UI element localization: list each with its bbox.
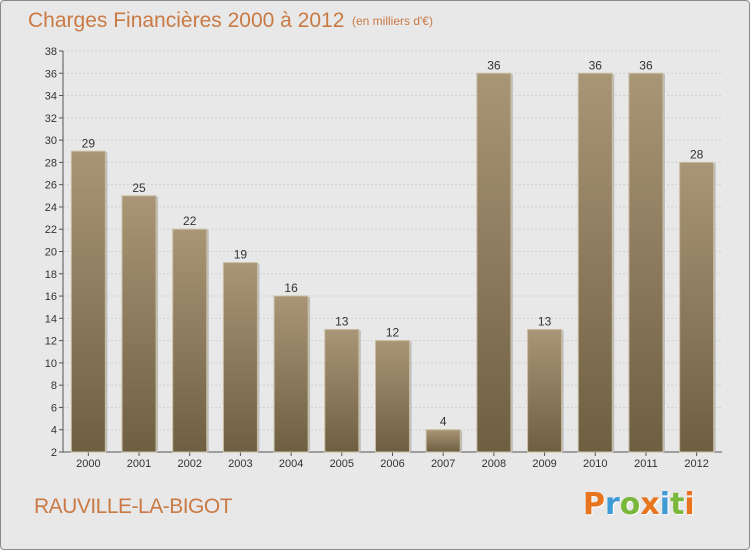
x-tick-label: 2003 xyxy=(228,458,252,470)
chart-title: Charges Financières 2000 à 2012 xyxy=(28,9,345,32)
data-label: 22 xyxy=(183,214,197,228)
y-tick-label: 30 xyxy=(45,135,57,147)
bar-2003 xyxy=(222,262,258,453)
brand-letter: i xyxy=(659,487,671,522)
y-tick-label: 10 xyxy=(45,358,57,370)
brand-letter: P xyxy=(583,487,605,522)
y-tick-label: 24 xyxy=(45,202,57,214)
y-tick-label: 8 xyxy=(51,380,57,392)
bar-2002 xyxy=(172,228,208,453)
brand-letter: i xyxy=(684,487,695,522)
chart-subtitle: (en milliers d'€) xyxy=(352,14,433,28)
data-label: 36 xyxy=(639,58,653,72)
y-tick-label: 14 xyxy=(45,313,57,325)
data-label: 36 xyxy=(589,58,603,72)
brand-letter: o xyxy=(619,487,641,522)
data-label: 13 xyxy=(335,314,349,328)
x-tick-label: 2010 xyxy=(583,458,607,470)
y-tick-label: 32 xyxy=(45,113,57,125)
bars xyxy=(70,72,716,453)
data-label: 28 xyxy=(690,147,704,161)
bar-2004 xyxy=(273,295,309,453)
bar-2008 xyxy=(476,72,512,453)
proxiti-logo: Proxiti xyxy=(583,487,695,522)
y-tick-label: 22 xyxy=(45,224,57,236)
data-label: 12 xyxy=(386,326,400,340)
bar-2007 xyxy=(425,429,461,453)
y-tick-label: 20 xyxy=(45,247,57,259)
x-tick-label: 2000 xyxy=(76,458,100,470)
x-tick-label: 2008 xyxy=(482,458,506,470)
data-label: 4 xyxy=(440,415,447,429)
y-tick-label: 4 xyxy=(51,425,57,437)
bar-2005 xyxy=(324,328,360,453)
x-tick-label: 2004 xyxy=(279,458,303,470)
x-tick-label: 2007 xyxy=(431,458,455,470)
data-label: 25 xyxy=(132,181,146,195)
location-name: RAUVILLE-LA-BIGOT xyxy=(34,495,233,518)
data-label: 19 xyxy=(234,248,248,262)
x-tick-label: 2002 xyxy=(177,458,201,470)
x-tick-label: 2011 xyxy=(634,458,658,470)
bar-2006 xyxy=(375,340,410,453)
bar-2012 xyxy=(679,161,715,453)
y-tick-label: 34 xyxy=(45,91,57,103)
x-tick-label: 2005 xyxy=(330,458,354,470)
x-tick-label: 2006 xyxy=(380,458,404,470)
data-label: 16 xyxy=(284,281,298,295)
y-tick-label: 16 xyxy=(45,291,57,303)
y-tick-label: 28 xyxy=(45,157,57,169)
y-tick-label: 38 xyxy=(45,46,57,58)
x-tick-label: 2001 xyxy=(127,458,151,470)
bar-2010 xyxy=(577,72,613,453)
data-labels: 29 25 22 19 16 13 12 4 36 13 36 36 28 xyxy=(82,58,704,428)
bar-2001 xyxy=(121,195,157,453)
y-tick-label: 36 xyxy=(45,68,57,80)
data-label: 29 xyxy=(82,136,96,150)
y-tick-label: 26 xyxy=(45,180,57,192)
x-tick-label: 2012 xyxy=(684,458,708,470)
y-tick-label: 18 xyxy=(45,269,57,281)
y-tick-label: 12 xyxy=(45,336,57,348)
bar-2011 xyxy=(628,72,664,453)
y-tick-label: 2 xyxy=(51,447,57,459)
data-label: 36 xyxy=(487,58,501,72)
y-tick-label: 6 xyxy=(51,402,57,414)
data-label: 13 xyxy=(538,314,552,328)
brand-letter: r xyxy=(605,487,620,522)
brand-letter: x xyxy=(640,487,660,522)
bar-2009 xyxy=(527,328,563,453)
brand-letter: t xyxy=(670,487,685,522)
bar-2000 xyxy=(70,150,106,453)
x-tick-label: 2009 xyxy=(532,458,556,470)
